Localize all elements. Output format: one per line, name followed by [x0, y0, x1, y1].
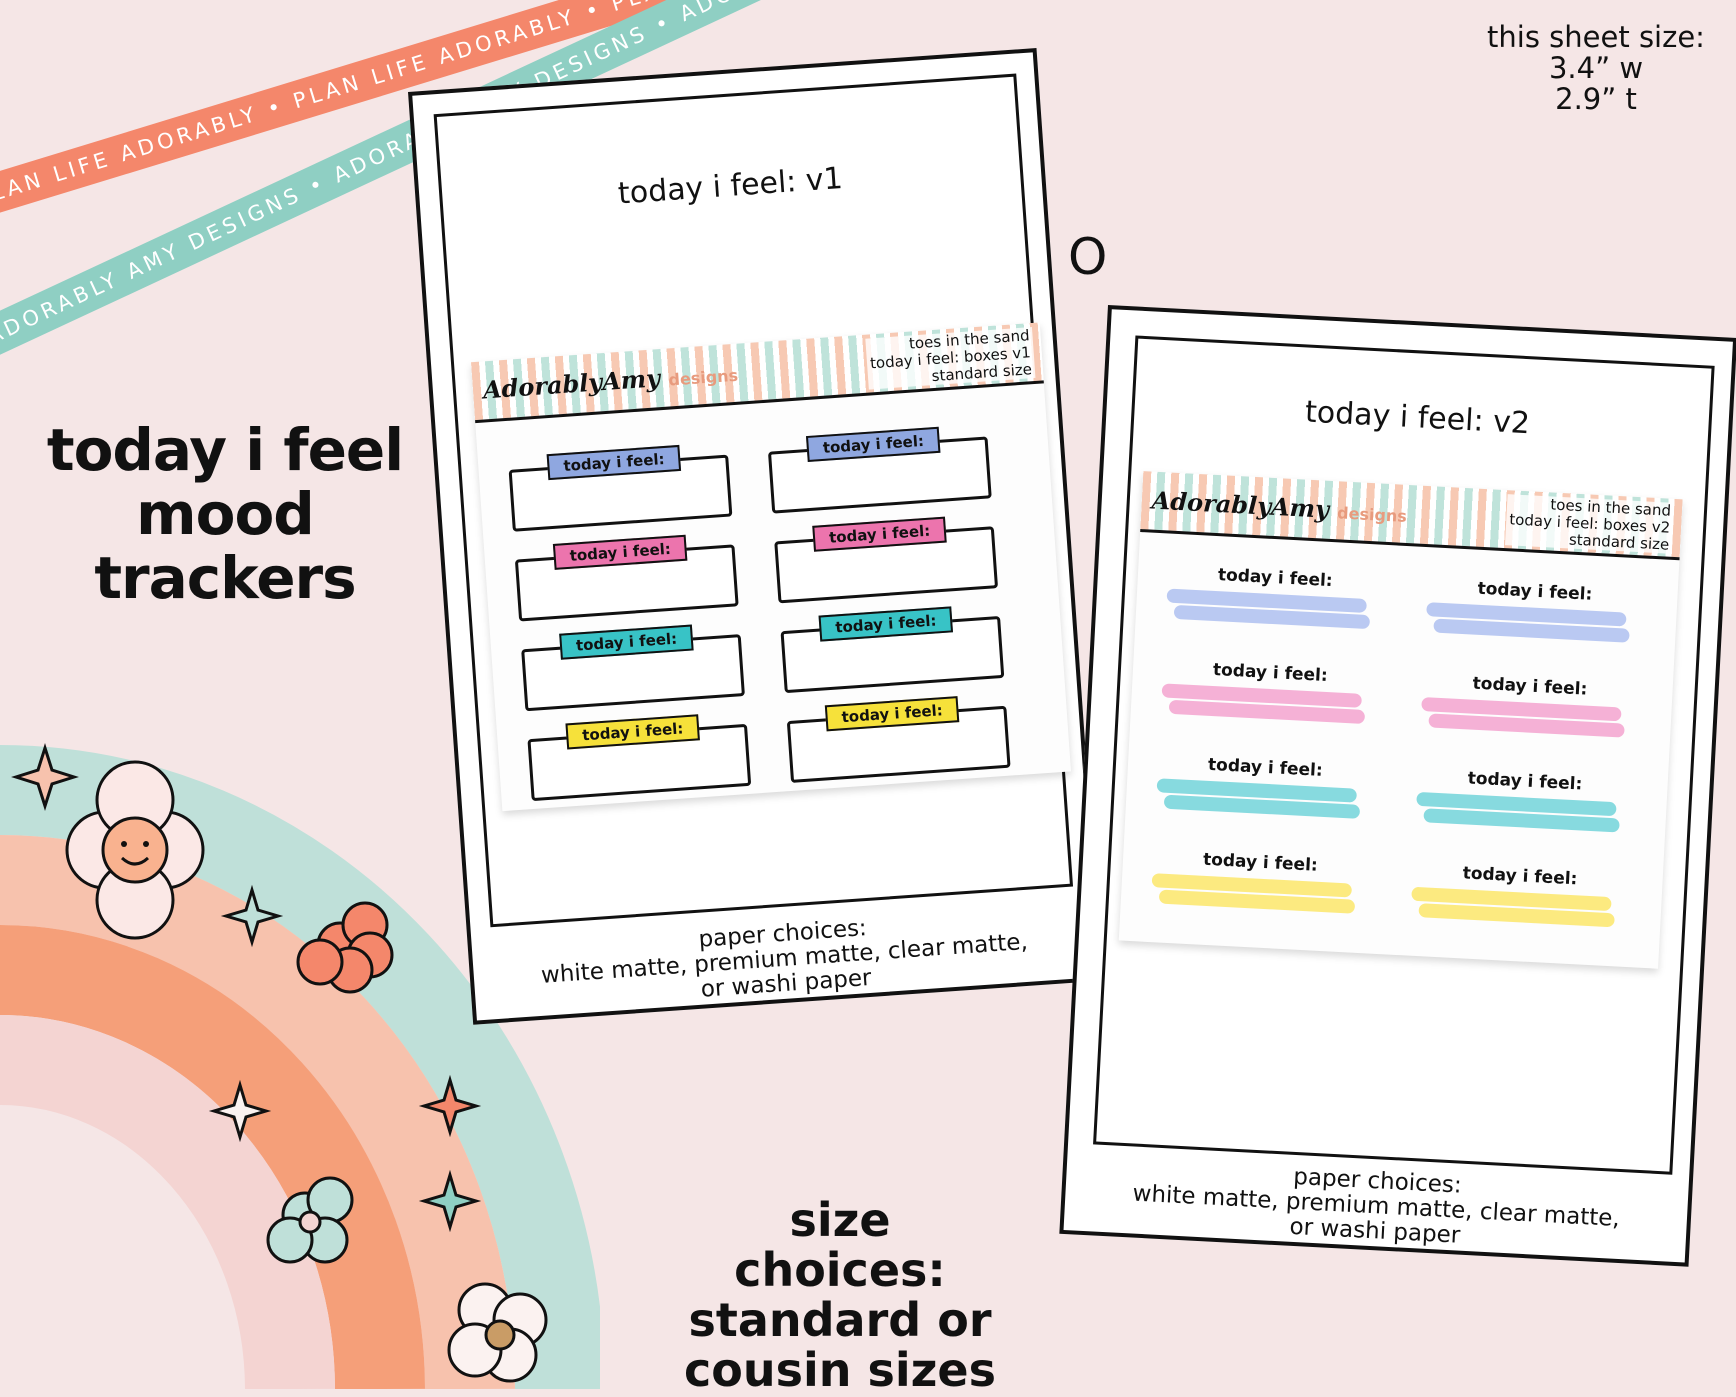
- mood-box: today i feel:: [780, 606, 1005, 694]
- mood-tag: today i feel:: [565, 714, 701, 750]
- brand-logo: AdorablyAmy designs: [1151, 485, 1408, 526]
- mood-tag: today i feel:: [546, 444, 682, 481]
- flower-icon: [296, 901, 394, 994]
- flower-icon: [447, 1282, 548, 1383]
- sheet-size-label: this sheet size:: [1487, 20, 1705, 54]
- mood-swipe: today i feel:: [1420, 671, 1633, 742]
- sparkle-icon: [418, 1169, 482, 1233]
- or-separator: O: [1068, 228, 1108, 286]
- mood-swipe: today i feel:: [1165, 563, 1378, 634]
- mood-swipe: today i feel:: [1151, 847, 1364, 918]
- brand-logo: AdorablyAmy designs: [481, 363, 739, 405]
- sticker-preview: AdorablyAmy designs toes in the sand tod…: [471, 322, 1072, 812]
- mood-swipe: today i feel:: [1156, 752, 1369, 823]
- mood-box: today i feel:: [514, 534, 739, 622]
- sheet-size-height: 2.9” t: [1555, 82, 1637, 116]
- mood-tag: today i feel:: [818, 606, 954, 642]
- sticker-meta: toes in the sand today i feel: boxes v2 …: [1505, 494, 1675, 554]
- sheet-size-width: 3.4” w: [1548, 51, 1644, 85]
- mood-tag: today i feel:: [559, 624, 694, 660]
- rainbow-icon: [0, 743, 600, 1389]
- flower-icon: [266, 1176, 354, 1264]
- mood-tag: today i feel:: [812, 516, 947, 552]
- headline-line: mood: [136, 480, 315, 548]
- mood-box: today i feel:: [508, 444, 733, 532]
- sticker-sheet-v2: today i feel: v2 AdorablyAmy designs toe…: [1059, 305, 1736, 1267]
- headline-line: trackers: [94, 544, 356, 612]
- mood-box: today i feel:: [527, 714, 752, 802]
- smiley-flower-icon: [65, 760, 205, 940]
- sticker-sheet-v1: today i feel: v1 AdorablyAmy designs toe…: [408, 48, 1102, 1025]
- headline-line: today i feel: [46, 416, 404, 484]
- mood-swipe: today i feel:: [1160, 657, 1373, 728]
- mood-swipe: today i feel:: [1410, 861, 1623, 932]
- product-headline: today i feel mood trackers: [40, 418, 410, 610]
- sheet-size-info: this sheet size: 3.4” w 2.9” t: [1476, 22, 1716, 115]
- sparkle-icon: [208, 1079, 272, 1143]
- sparkle-icon: [220, 884, 284, 948]
- mood-swipe: today i feel:: [1415, 766, 1628, 837]
- mood-box: today i feel:: [786, 696, 1011, 783]
- sparkle-icon: [418, 1074, 482, 1138]
- sparkle-icon: [11, 743, 79, 811]
- mood-tag: today i feel:: [824, 696, 960, 732]
- sticker-meta: toes in the sand today i feel: boxes v1 …: [865, 326, 1036, 390]
- mood-swipe: today i feel:: [1425, 576, 1638, 647]
- size-choices: size choices: standard or cousin sizes: [683, 1193, 997, 1397]
- mood-box: today i feel:: [767, 426, 992, 514]
- mood-tag: today i feel:: [552, 534, 688, 570]
- mood-tag: today i feel:: [805, 426, 941, 463]
- mood-box: today i feel:: [774, 516, 999, 604]
- mood-box: today i feel:: [521, 624, 745, 712]
- sticker-preview: AdorablyAmy designs toes in the sand tod…: [1118, 471, 1683, 969]
